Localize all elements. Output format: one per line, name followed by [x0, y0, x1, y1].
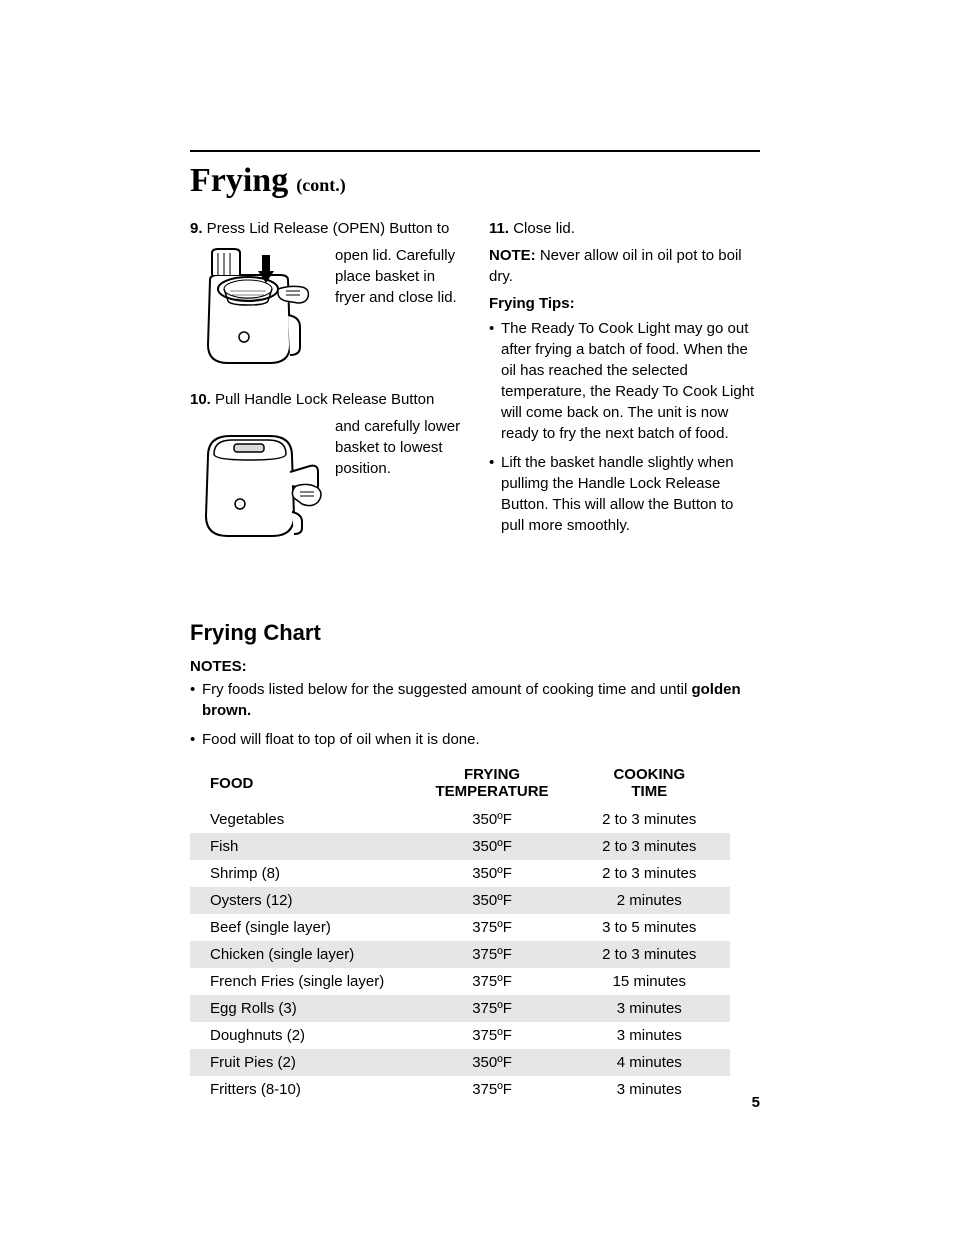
cell-food: Beef (single layer) [190, 914, 416, 941]
top-rule [190, 150, 760, 152]
notes-label: NOTES: [190, 658, 760, 675]
cell-food: Vegetables [190, 806, 416, 833]
cell-time: 2 to 3 minutes [569, 941, 730, 968]
cell-time: 3 to 5 minutes [569, 914, 730, 941]
table-body: Vegetables350ºF2 to 3 minutesFish350ºF2 … [190, 806, 730, 1103]
instruction-columns: 9. Press Lid Release (OPEN) Button to [190, 218, 760, 560]
page-content: Frying (cont.) 9. Press Lid Release (OPE… [190, 150, 760, 1103]
step-10-block: and carefully lower basket to lowest pos… [190, 416, 461, 546]
cell-food: Egg Rolls (3) [190, 995, 416, 1022]
cell-temp: 350ºF [416, 1049, 569, 1076]
note-pre: Food will float to top of oil when it is… [202, 731, 480, 748]
table-row: Fruit Pies (2)350ºF4 minutes [190, 1049, 730, 1076]
cell-food: Fritters (8-10) [190, 1076, 416, 1103]
col-temp-l2: TEMPERATURE [436, 783, 549, 800]
step-11: 11. Close lid. [489, 218, 760, 239]
page-title-row: Frying (cont.) [190, 162, 760, 200]
cell-food: Fish [190, 833, 416, 860]
step-11-text: Close lid. [509, 220, 575, 237]
notes-list: Fry foods listed below for the suggested… [190, 679, 760, 750]
cell-food: Oysters (12) [190, 887, 416, 914]
step-9-block: open lid. Carefully place basket in frye… [190, 245, 461, 375]
col-time: COOKING TIME [569, 760, 730, 806]
cell-time: 2 minutes [569, 887, 730, 914]
table-row: French Fries (single layer)375ºF15 minut… [190, 968, 730, 995]
table-header-row: FOOD FRYING TEMPERATURE COOKING TIME [190, 760, 730, 806]
note-label: NOTE: [489, 247, 536, 264]
cell-temp: 350ºF [416, 860, 569, 887]
col-time-l1: COOKING [613, 766, 685, 783]
cell-temp: 375ºF [416, 1076, 569, 1103]
col-time-l2: TIME [631, 783, 667, 800]
cell-temp: 350ºF [416, 806, 569, 833]
cell-time: 3 minutes [569, 1076, 730, 1103]
cell-time: 15 minutes [569, 968, 730, 995]
cell-food: Shrimp (8) [190, 860, 416, 887]
cell-temp: 350ºF [416, 887, 569, 914]
cell-time: 2 to 3 minutes [569, 806, 730, 833]
step-10: 10. Pull Handle Lock Release Button [190, 389, 461, 410]
table-row: Oysters (12)350ºF2 minutes [190, 887, 730, 914]
table-row: Beef (single layer)375ºF3 to 5 minutes [190, 914, 730, 941]
col-temp: FRYING TEMPERATURE [416, 760, 569, 806]
page-number: 5 [752, 1094, 760, 1111]
note-item: Fry foods listed below for the suggested… [190, 679, 760, 721]
step-9-aside: open lid. Carefully place basket in frye… [335, 245, 461, 375]
tip-item: Lift the basket handle slightly when pul… [489, 452, 760, 536]
step-9-lead: Press Lid Release (OPEN) Button to [203, 220, 450, 237]
chart-heading: Frying Chart [190, 620, 760, 646]
fryer-open-lid-illustration [190, 245, 325, 375]
cell-temp: 375ºF [416, 968, 569, 995]
cell-temp: 350ºF [416, 833, 569, 860]
step-9-num: 9. [190, 220, 203, 237]
frying-chart-table: FOOD FRYING TEMPERATURE COOKING TIME Veg… [190, 760, 730, 1103]
col-food: FOOD [190, 760, 416, 806]
right-column: 11. Close lid. NOTE: Never allow oil in … [489, 218, 760, 560]
table-row: Shrimp (8)350ºF2 to 3 minutes [190, 860, 730, 887]
cell-temp: 375ºF [416, 1022, 569, 1049]
cell-food: Fruit Pies (2) [190, 1049, 416, 1076]
col-temp-l1: FRYING [464, 766, 520, 783]
cell-time: 2 to 3 minutes [569, 833, 730, 860]
cell-food: French Fries (single layer) [190, 968, 416, 995]
table-row: Vegetables350ºF2 to 3 minutes [190, 806, 730, 833]
tips-list: The Ready To Cook Light may go out after… [489, 318, 760, 536]
step-10-num: 10. [190, 391, 211, 408]
cell-time: 3 minutes [569, 995, 730, 1022]
cell-time: 4 minutes [569, 1049, 730, 1076]
note-pre: Fry foods listed below for the suggested… [202, 681, 691, 698]
cell-temp: 375ºF [416, 995, 569, 1022]
note-item: Food will float to top of oil when it is… [190, 729, 760, 750]
step-11-num: 11. [489, 220, 509, 237]
table-row: Doughnuts (2)375ºF3 minutes [190, 1022, 730, 1049]
page-title-suffix: (cont.) [296, 175, 345, 196]
note-line: NOTE: Never allow oil in oil pot to boil… [489, 245, 760, 287]
tip-item: The Ready To Cook Light may go out after… [489, 318, 760, 444]
chart-wrap: FOOD FRYING TEMPERATURE COOKING TIME Veg… [190, 760, 760, 1103]
step-10-lead: Pull Handle Lock Release Button [211, 391, 434, 408]
left-column: 9. Press Lid Release (OPEN) Button to [190, 218, 461, 560]
step-9: 9. Press Lid Release (OPEN) Button to [190, 218, 461, 239]
tips-heading: Frying Tips: [489, 293, 760, 314]
cell-time: 2 to 3 minutes [569, 860, 730, 887]
table-row: Fritters (8-10)375ºF3 minutes [190, 1076, 730, 1103]
cell-temp: 375ºF [416, 914, 569, 941]
step-10-aside: and carefully lower basket to lowest pos… [335, 416, 461, 546]
table-row: Egg Rolls (3)375ºF3 minutes [190, 995, 730, 1022]
cell-temp: 375ºF [416, 941, 569, 968]
table-row: Chicken (single layer)375ºF2 to 3 minute… [190, 941, 730, 968]
page-title: Frying [190, 162, 288, 200]
cell-food: Chicken (single layer) [190, 941, 416, 968]
cell-time: 3 minutes [569, 1022, 730, 1049]
cell-food: Doughnuts (2) [190, 1022, 416, 1049]
fryer-lower-basket-illustration [190, 416, 325, 546]
table-row: Fish350ºF2 to 3 minutes [190, 833, 730, 860]
